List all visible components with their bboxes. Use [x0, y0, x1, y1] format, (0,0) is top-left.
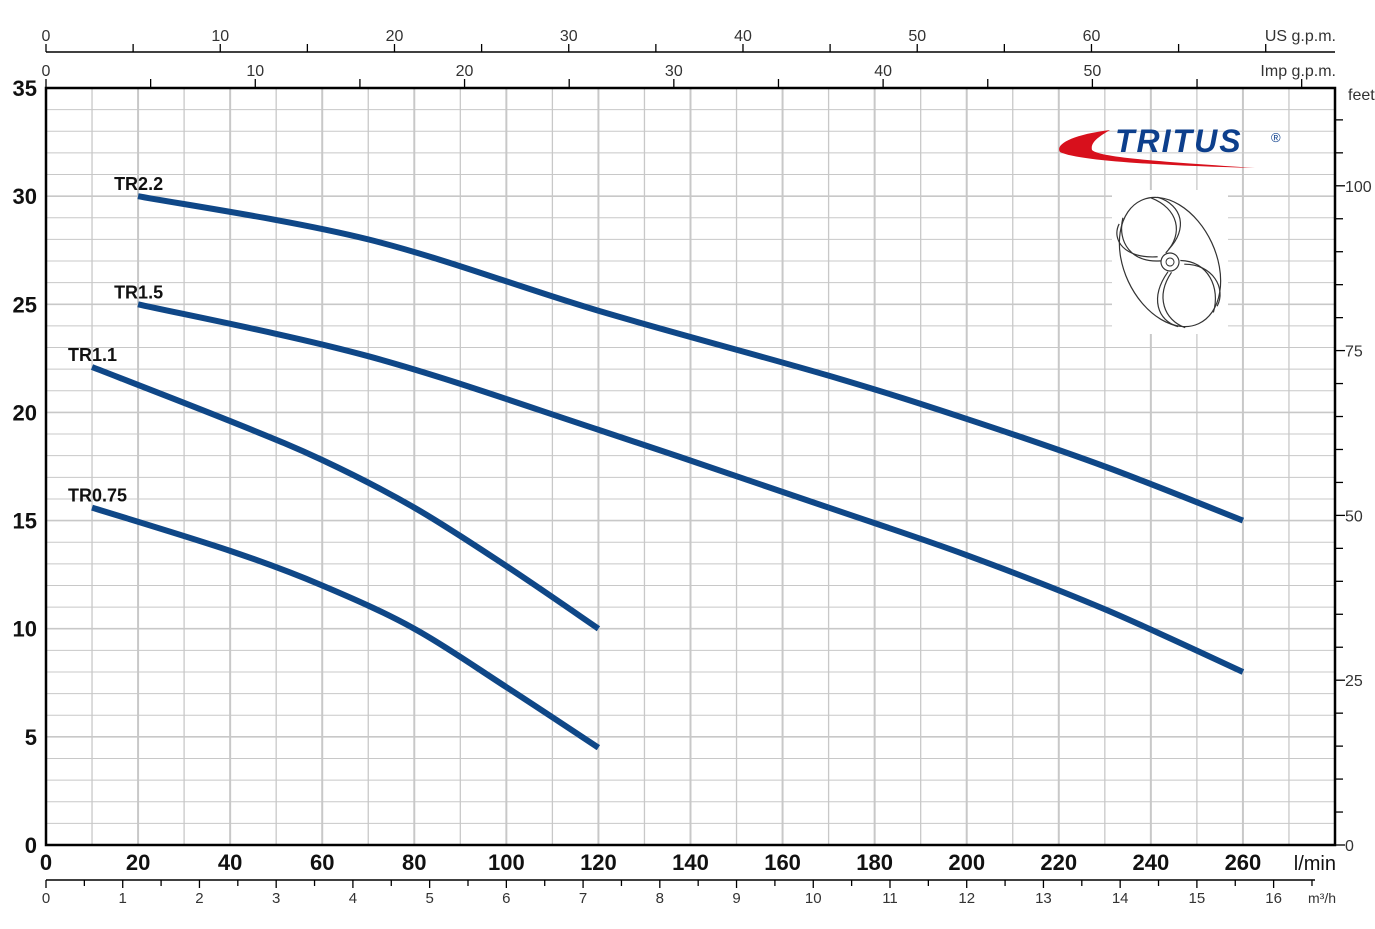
m3h-tick-label: 4	[349, 890, 357, 907]
m3h-tick-label: 5	[425, 890, 433, 907]
feet-tick-label: 75	[1345, 344, 1363, 361]
us-gpm-axis-label: US g.p.m.	[1265, 28, 1336, 45]
us-gpm-tick-label: 20	[386, 28, 404, 45]
x-tick-label: 60	[310, 850, 334, 875]
series-line-tr2-2	[137, 193, 1245, 524]
m3h-tick-label: 16	[1265, 890, 1282, 907]
logo-text: TRITUS	[1115, 123, 1243, 159]
m3h-tick-label: 3	[272, 890, 280, 907]
imp-gpm-tick-label: 40	[874, 63, 892, 80]
y-tick-label: 10	[13, 617, 37, 642]
y-tick-label: 0	[25, 833, 37, 858]
x-tick-label: 100	[488, 850, 525, 875]
feet-axis-label: feet	[1348, 87, 1375, 104]
x-tick-label: 260	[1225, 850, 1262, 875]
x-tick-label: 20	[126, 850, 150, 875]
m3h-tick-label: 14	[1112, 890, 1129, 907]
x-tick-label: 0	[40, 850, 52, 875]
feet-tick-label: 100	[1345, 179, 1372, 196]
series-line-tr1-1	[90, 364, 601, 632]
series-line-tr0-75	[91, 504, 601, 751]
us-gpm-tick-label: 50	[908, 28, 926, 45]
x-tick-label: 180	[856, 850, 893, 875]
imp-gpm-tick-label: 30	[665, 63, 683, 80]
m3h-tick-label: 6	[502, 890, 510, 907]
series-label: TR1.5	[114, 282, 163, 302]
m3h-axis-label: m³/h	[1308, 890, 1336, 906]
us-gpm-tick-label: 60	[1083, 28, 1101, 45]
feet-tick-label: 25	[1345, 673, 1363, 690]
m3h-tick-label: 11	[882, 890, 898, 907]
y-tick-label: 35	[13, 76, 37, 101]
us-gpm-tick-label: 0	[42, 28, 51, 45]
y-tick-label: 30	[13, 184, 37, 209]
x-tick-label: 200	[948, 850, 985, 875]
us-gpm-tick-label: 30	[560, 28, 578, 45]
feet-tick-label: 0	[1345, 838, 1354, 855]
m3h-tick-label: 1	[119, 890, 127, 907]
curves: TR2.2 TR1.5 TR1.1 TR0.75	[68, 174, 1245, 751]
series-label: TR0.75	[68, 486, 127, 506]
m3h-tick-label: 12	[958, 890, 975, 907]
y-tick-label: 20	[13, 400, 37, 425]
feet-tick-label: 50	[1345, 508, 1363, 525]
impeller-icon	[1112, 190, 1228, 334]
series-line-tr1-5	[137, 301, 1245, 675]
series-label: TR1.1	[68, 345, 117, 365]
axes: 0 20 40 60 80 100 120 140 160 180 200 220 240 260 l/mi…	[13, 28, 1375, 907]
x-tick-label: 220	[1040, 850, 1077, 875]
logo-registered-mark: ®	[1271, 130, 1281, 145]
x-tick-label: 40	[218, 850, 242, 875]
m3h-tick-label: 9	[732, 890, 740, 907]
grid	[46, 88, 1335, 845]
imp-gpm-axis-label: Imp g.p.m.	[1260, 63, 1336, 80]
m3h-tick-label: 8	[656, 890, 664, 907]
x-tick-label: 160	[764, 850, 801, 875]
imp-gpm-tick-label: 0	[42, 63, 51, 80]
us-gpm-tick-label: 40	[734, 28, 752, 45]
m3h-tick-label: 2	[195, 890, 203, 907]
x-tick-label: 120	[580, 850, 617, 875]
tritus-logo: TRITUS ®	[1059, 123, 1281, 168]
m3h-tick-label: 15	[1189, 890, 1206, 907]
m3h-tick-label: 10	[805, 890, 822, 907]
logo-swoosh	[1059, 130, 1255, 168]
plot-frame	[44, 86, 1337, 847]
m3h-tick-label: 0	[42, 890, 50, 907]
x-tick-label: 80	[402, 850, 426, 875]
x-tick-label: 140	[672, 850, 709, 875]
x-axis-label: l/min	[1294, 853, 1336, 875]
y-tick-label: 25	[13, 292, 37, 317]
y-tick-label: 5	[25, 725, 37, 750]
imp-gpm-tick-label: 20	[456, 63, 474, 80]
imp-gpm-tick-label: 50	[1083, 63, 1101, 80]
y-tick-label: 15	[13, 509, 37, 534]
us-gpm-tick-label: 10	[211, 28, 229, 45]
x-tick-label: 240	[1132, 850, 1169, 875]
m3h-tick-label: 13	[1035, 890, 1052, 907]
m3h-tick-label: 7	[579, 890, 587, 907]
series-label: TR2.2	[114, 174, 163, 194]
imp-gpm-tick-label: 10	[246, 63, 264, 80]
